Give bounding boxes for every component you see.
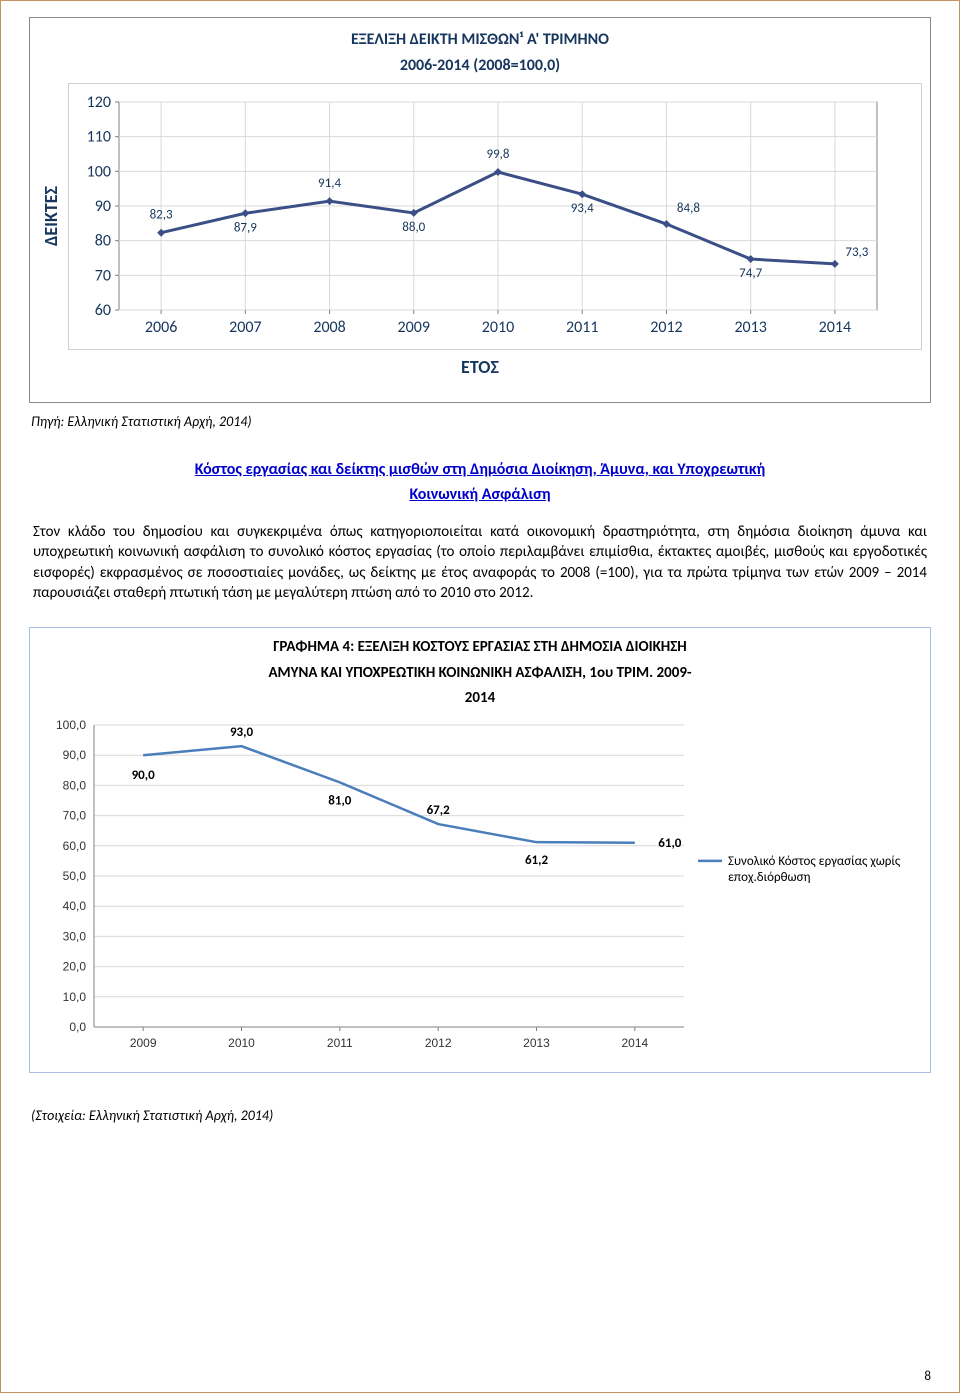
svg-text:61,2: 61,2: [525, 853, 549, 868]
svg-text:40,0: 40,0: [63, 899, 87, 913]
svg-text:93,4: 93,4: [571, 201, 594, 216]
chart1-xlabel: ΕΤΟΣ: [38, 356, 922, 378]
svg-text:2014: 2014: [621, 1036, 648, 1050]
chart2-title-l3: 2014: [44, 689, 916, 709]
svg-text:20,0: 20,0: [63, 959, 87, 973]
svg-text:73,3: 73,3: [845, 245, 868, 260]
chart1-frame: ΕΞΕΛΙΞΗ ΔΕΙΚΤΗ ΜΙΣΘΩΝ¹ Α' ΤΡΙΜΗΝΟ 2006-2…: [29, 17, 931, 403]
svg-text:93,0: 93,0: [230, 725, 254, 740]
svg-text:90,0: 90,0: [63, 748, 87, 762]
svg-text:2008: 2008: [313, 318, 345, 337]
chart2-title-l2: ΑΜΥΝΑ ΚΑΙ ΥΠΟΧΡΕΩΤΙΚΗ ΚΟΙΝΩΝΙΚΗ ΑΣΦΑΛΙΣΗ…: [44, 664, 916, 684]
svg-text:110: 110: [87, 128, 111, 147]
svg-text:100: 100: [87, 162, 111, 181]
svg-text:90: 90: [95, 197, 111, 216]
svg-text:61,0: 61,0: [658, 835, 682, 850]
svg-text:120: 120: [87, 93, 111, 112]
svg-text:Συνολικό Κόστος εργασίας χωρίς: Συνολικό Κόστος εργασίας χωρίς: [728, 853, 901, 868]
svg-text:80,0: 80,0: [63, 778, 87, 792]
svg-text:80: 80: [95, 232, 111, 251]
svg-text:70: 70: [95, 266, 111, 285]
section-heading-l1: Κόστος εργασίας και δείκτης μισθών στη Δ…: [29, 460, 931, 479]
chart1-plot: 60 70 80 90 100 110 120 2006 2007 2008 2009 2010 201…: [68, 83, 922, 350]
svg-text:100,0: 100,0: [56, 718, 86, 732]
svg-text:50,0: 50,0: [63, 869, 87, 883]
page-number: 8: [924, 1369, 931, 1384]
svg-text:2010: 2010: [482, 318, 514, 337]
svg-text:2007: 2007: [229, 318, 261, 337]
svg-text:2013: 2013: [523, 1036, 550, 1050]
chart2-source: (Στοιχεία: Ελληνική Στατιστική Αρχή, 201…: [31, 1107, 931, 1124]
svg-text:84,8: 84,8: [677, 201, 700, 216]
svg-text:0,0: 0,0: [69, 1020, 86, 1034]
svg-text:10,0: 10,0: [63, 989, 87, 1003]
svg-text:2012: 2012: [650, 318, 682, 337]
svg-text:99,8: 99,8: [486, 147, 509, 162]
svg-text:87,9: 87,9: [234, 220, 257, 235]
svg-text:2011: 2011: [327, 1036, 353, 1050]
svg-text:εποχ.διόρθωση: εποχ.διόρθωση: [728, 869, 811, 884]
body-paragraph: Στον κλάδο του δημοσίου και συγκεκριμένα…: [33, 522, 927, 603]
section-heading-l2: Κοινωνική Ασφάλιση: [29, 485, 931, 504]
svg-text:81,0: 81,0: [328, 793, 352, 808]
svg-text:2014: 2014: [819, 318, 851, 337]
svg-text:90,0: 90,0: [132, 768, 156, 783]
svg-text:70,0: 70,0: [63, 808, 87, 822]
svg-text:82,3: 82,3: [150, 208, 173, 223]
svg-text:67,2: 67,2: [427, 803, 451, 818]
svg-text:88,0: 88,0: [402, 220, 425, 235]
svg-text:91,4: 91,4: [318, 176, 341, 191]
chart1-ylabel: ΔΕΙΚΤΕΣ: [38, 83, 64, 350]
svg-text:2006: 2006: [145, 318, 177, 337]
chart1-source: Πηγή: Ελληνική Στατιστική Αρχή, 2014): [31, 413, 929, 430]
chart2-title-l1: ΓΡΑΦΗΜΑ 4: ΕΞΕΛΙΞΗ ΚΟΣΤΟΥΣ ΕΡΓΑΣΙΑΣ ΣΤΗ …: [44, 638, 916, 658]
svg-text:2013: 2013: [734, 318, 766, 337]
chart1-title-l1: ΕΞΕΛΙΞΗ ΔΕΙΚΤΗ ΜΙΣΘΩΝ¹ Α' ΤΡΙΜΗΝΟ: [38, 30, 922, 50]
svg-text:2009: 2009: [398, 318, 430, 337]
page: ΕΞΕΛΙΞΗ ΔΕΙΚΤΗ ΜΙΣΘΩΝ¹ Α' ΤΡΙΜΗΝΟ 2006-2…: [0, 0, 960, 1393]
svg-text:30,0: 30,0: [63, 929, 87, 943]
svg-text:60: 60: [95, 301, 111, 320]
chart1-plot-wrap: ΔΕΙΚΤΕΣ 60 70 80 90 100 110 120 2006 2007 2008 200…: [38, 83, 922, 350]
chart1-svg: 60 70 80 90 100 110 120 2006 2007 2008 2009 2010 201…: [69, 84, 889, 344]
chart2-svg: 0,0 10,0 20,0 30,0 40,0 50,0 60,0 70,0 80,0 90,0 1…: [44, 715, 904, 1055]
svg-text:60,0: 60,0: [63, 838, 87, 852]
chart1-title-l2: 2006-2014 (2008=100,0): [38, 56, 922, 75]
svg-text:2011: 2011: [566, 318, 598, 337]
svg-text:74,7: 74,7: [739, 266, 762, 281]
svg-text:2010: 2010: [228, 1036, 255, 1050]
svg-text:2012: 2012: [425, 1036, 452, 1050]
chart2-frame: ΓΡΑΦΗΜΑ 4: ΕΞΕΛΙΞΗ ΚΟΣΤΟΥΣ ΕΡΓΑΣΙΑΣ ΣΤΗ …: [29, 627, 931, 1073]
svg-text:2009: 2009: [130, 1036, 157, 1050]
